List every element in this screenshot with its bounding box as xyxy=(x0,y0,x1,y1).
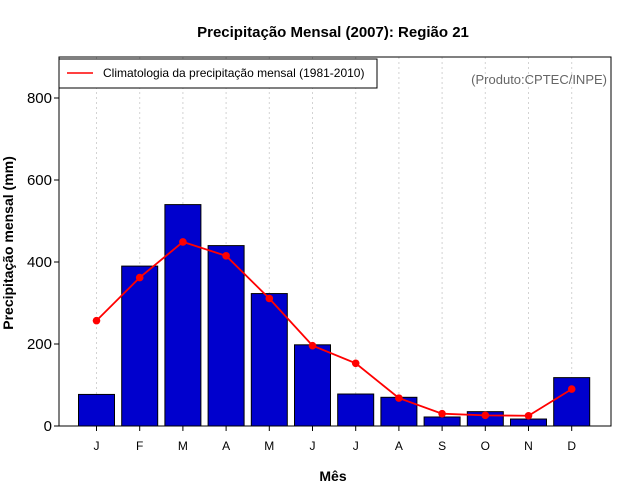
bar-9 xyxy=(423,416,461,427)
climatology-series xyxy=(92,238,576,420)
legend: Climatologia da precipitação mensal (198… xyxy=(58,58,378,89)
y-tick-label: 600 xyxy=(27,172,52,189)
chart-title: Precipitação Mensal (2007): Região 21 xyxy=(197,24,469,41)
climatology-point-9 xyxy=(438,409,446,418)
climatology-point-1 xyxy=(92,316,101,325)
x-tick-label: J xyxy=(310,439,316,453)
x-tick-label: J xyxy=(353,439,359,453)
x-tick-label: N xyxy=(524,439,533,453)
y-axis-title: Precipitação mensal (mm) xyxy=(0,156,16,330)
legend-box xyxy=(58,58,378,89)
y-tick-label: 0 xyxy=(44,418,52,435)
bar-7 xyxy=(337,393,375,427)
x-axis-title: Mês xyxy=(319,468,346,484)
vertical-grid xyxy=(96,57,573,426)
climatology-point-12 xyxy=(567,385,576,393)
x-tick-label: J xyxy=(94,439,100,453)
credit-text: (Produto:CPTEC/INPE) xyxy=(471,72,607,87)
bar-4 xyxy=(207,245,245,427)
bar-3 xyxy=(164,204,202,427)
climatology-point-4 xyxy=(222,252,230,260)
y-tick-label: 200 xyxy=(27,336,52,353)
bar-series xyxy=(78,204,591,427)
bar-6 xyxy=(294,344,331,427)
climatology-point-6 xyxy=(308,341,317,350)
climatology-point-7 xyxy=(351,359,360,368)
bar-2 xyxy=(121,265,159,427)
x-tick-label: A xyxy=(222,439,230,453)
y-tick-label: 800 xyxy=(27,90,52,107)
climatology-point-2 xyxy=(135,273,144,282)
x-tick-label: A xyxy=(395,439,403,453)
climatology-point-11 xyxy=(524,411,533,420)
climatology-line xyxy=(95,240,573,417)
x-tick-label: F xyxy=(136,439,143,453)
climatology-point-3 xyxy=(179,238,187,246)
y-tick-label: 400 xyxy=(27,254,52,271)
climatology-point-10 xyxy=(481,411,490,420)
x-tick-label: M xyxy=(178,439,188,453)
bar-1 xyxy=(78,393,115,427)
climatology-point-5 xyxy=(265,294,274,303)
climatology-point-8 xyxy=(395,394,403,402)
y-axis: 0 200 400 600 800 xyxy=(27,90,59,435)
plot-frame xyxy=(58,56,612,427)
x-tick-label: O xyxy=(481,439,490,453)
legend-label: Climatologia da precipitação mensal (198… xyxy=(103,66,364,80)
bar-12 xyxy=(553,377,591,427)
x-tick-label: D xyxy=(567,439,576,453)
x-tick-label: M xyxy=(264,439,274,453)
bar-11 xyxy=(510,418,547,427)
x-tick-label: S xyxy=(438,439,446,453)
